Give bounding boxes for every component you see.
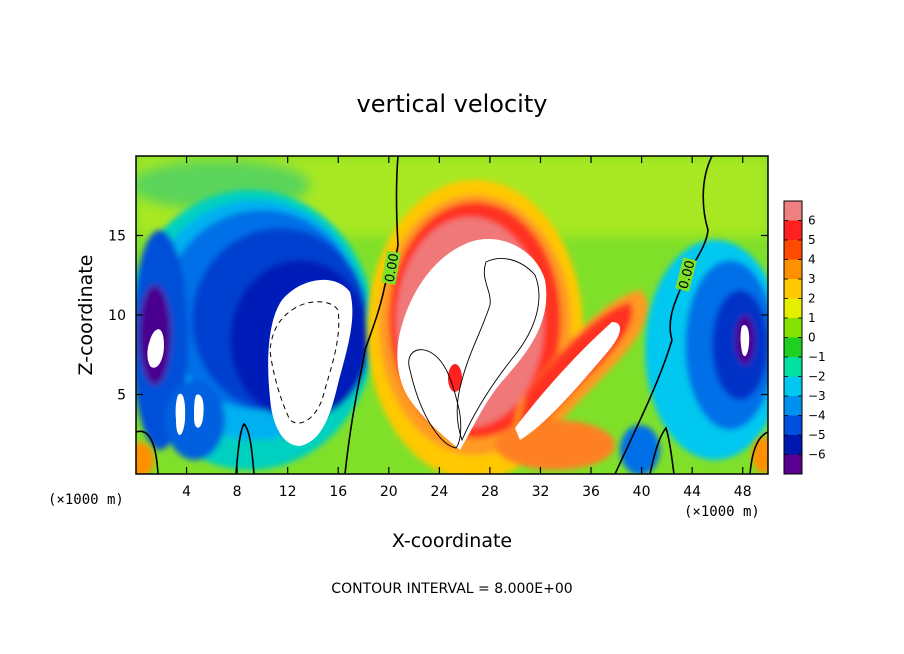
colorbar-swatch: [784, 220, 802, 241]
colorbar-swatch: [784, 376, 802, 397]
x-tick-label: 44: [683, 484, 701, 500]
colorbar-label: 2: [808, 292, 816, 306]
updraft-hotspot: [448, 364, 462, 392]
y-axis-label: Z-coordinate: [75, 255, 97, 376]
bottom-right-spot: [752, 437, 768, 473]
colorbar-swatch: [784, 318, 802, 338]
colorbar-label: −1: [808, 350, 826, 364]
colorbar-label: 4: [808, 253, 816, 267]
colorbar-swatch: [784, 240, 802, 260]
field-layers: [136, 156, 768, 474]
right-edge-white: [740, 324, 750, 357]
colorbar-label: −6: [808, 448, 826, 462]
colorbar-label: −3: [808, 389, 826, 403]
bottom-left-spot: [136, 442, 154, 474]
left-edge-white: [147, 329, 164, 368]
right-downdraft: [620, 240, 768, 474]
colorbar-label: −4: [808, 409, 826, 423]
downdraft-core-white: [268, 279, 353, 446]
zero-contours: [136, 156, 768, 474]
contour-label: 0.00: [383, 252, 403, 283]
x-tick-label: 20: [380, 484, 398, 500]
x-axis-ticks: 4 8 12 16 20 24 28 32 36 40 44 48: [182, 156, 752, 500]
x-tick-label: 48: [734, 484, 752, 500]
updraft-core-white: [397, 239, 547, 450]
x-unit-label-left: (×1000 m): [48, 492, 124, 508]
x-tick-label: 28: [481, 484, 499, 500]
x-tick-label: 16: [329, 484, 347, 500]
colorbar-swatch: [784, 396, 802, 416]
x-tick-label: 12: [279, 484, 297, 500]
colorbar-swatch: [784, 279, 802, 299]
small-white-b: [194, 394, 204, 428]
colorbar-swatch: [784, 259, 802, 280]
colorbar-swatch: [784, 454, 802, 475]
positive-contours: [408, 258, 540, 449]
x-tick-label: 32: [532, 484, 550, 500]
updraft-arm-white: [515, 322, 621, 440]
colorbar-label: −5: [808, 428, 826, 442]
negative-contour: [269, 301, 340, 424]
y-axis-ticks: 5 10 15: [108, 229, 768, 404]
x-tick-label: 24: [430, 484, 448, 500]
colorbar-label: 6: [808, 214, 816, 228]
colorbar-label: −2: [808, 370, 826, 384]
colorbar-label: 1: [808, 311, 816, 325]
colorbar-swatch: [784, 357, 802, 377]
colorbar-swatch: [784, 415, 802, 436]
colorbar-label: 3: [808, 272, 816, 286]
x-tick-label: 40: [633, 484, 651, 500]
y-tick-label: 5: [117, 388, 126, 404]
x-unit-label-right: (×1000 m): [684, 504, 760, 520]
x-tick-label: 8: [233, 484, 242, 500]
colorbar-swatch: [784, 298, 802, 319]
colorbar: 6 5 4 3 2 1 0 −1 −2 −3 −4 −5 −6: [783, 200, 826, 475]
small-white-a: [175, 393, 186, 435]
colorbar-swatch: [784, 201, 802, 221]
colorbar-label: 0: [808, 331, 816, 345]
y-tick-label: 15: [108, 229, 126, 245]
contour-interval-text: CONTOUR INTERVAL = 8.000E+00: [331, 581, 572, 597]
x-axis-label: X-coordinate: [392, 530, 512, 552]
contour-label: 0.00: [677, 259, 699, 291]
x-tick-label: 4: [182, 484, 191, 500]
x-tick-label: 36: [582, 484, 600, 500]
contour-label-group-b: 0.00: [675, 257, 699, 292]
colorbar-swatch: [784, 337, 802, 358]
colorbar-label: 5: [808, 233, 816, 247]
plot-area: 0.00 0.00: [136, 156, 768, 474]
colorbar-swatch: [784, 435, 802, 455]
contour-label-group-a: 0.00: [381, 250, 403, 285]
y-tick-label: 10: [108, 308, 126, 324]
chart-title: vertical velocity: [357, 90, 548, 118]
